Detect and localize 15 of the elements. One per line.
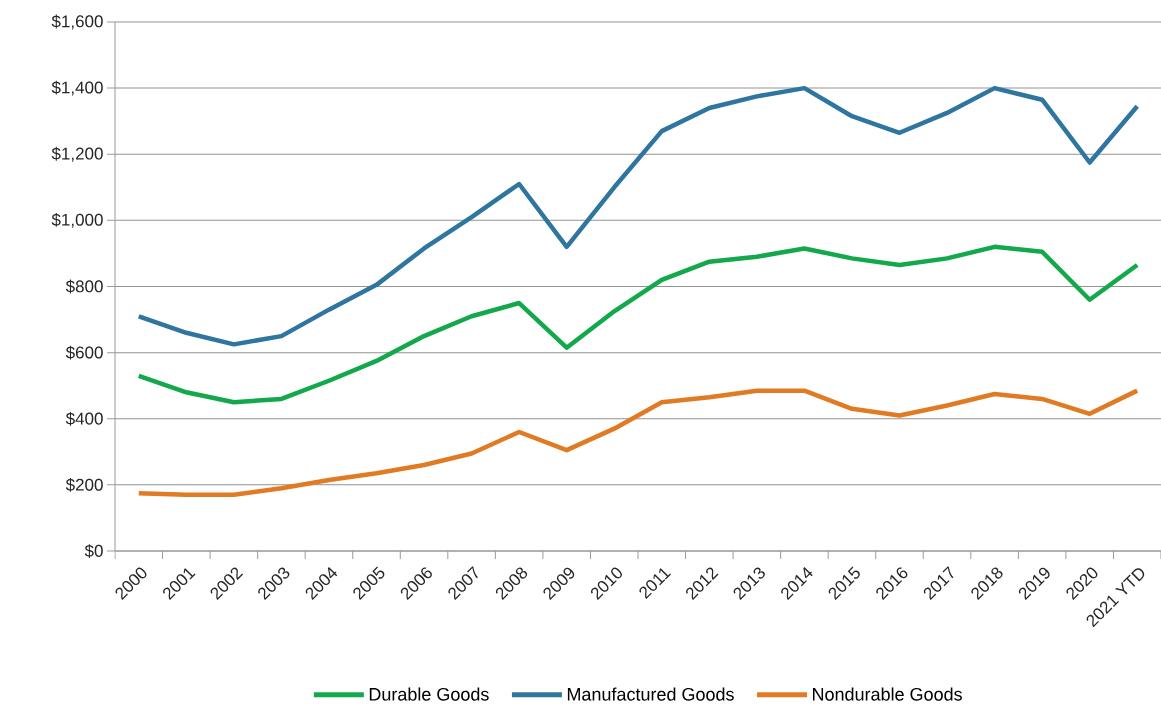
y-tick-label: $200 [65, 478, 103, 492]
y-tick-label: $1,000 [51, 213, 103, 228]
y-tick-label: $1,400 [51, 80, 103, 96]
legend-label: Durable Goods [369, 687, 489, 701]
legend-label: Nondurable Goods [813, 687, 962, 701]
y-tick-label: $1,600 [51, 14, 103, 30]
y-tick-label: $1,200 [51, 146, 103, 162]
line-series [136, 388, 1140, 498]
y-tick-label: $0 [84, 544, 103, 558]
legend-label: Manufactured Goods [567, 687, 734, 701]
y-tick-label: $800 [65, 279, 103, 294]
y-tick-label: $400 [65, 411, 103, 426]
y-tick-label: $600 [65, 345, 103, 360]
line-series [136, 244, 1140, 405]
line-series [136, 85, 1140, 347]
